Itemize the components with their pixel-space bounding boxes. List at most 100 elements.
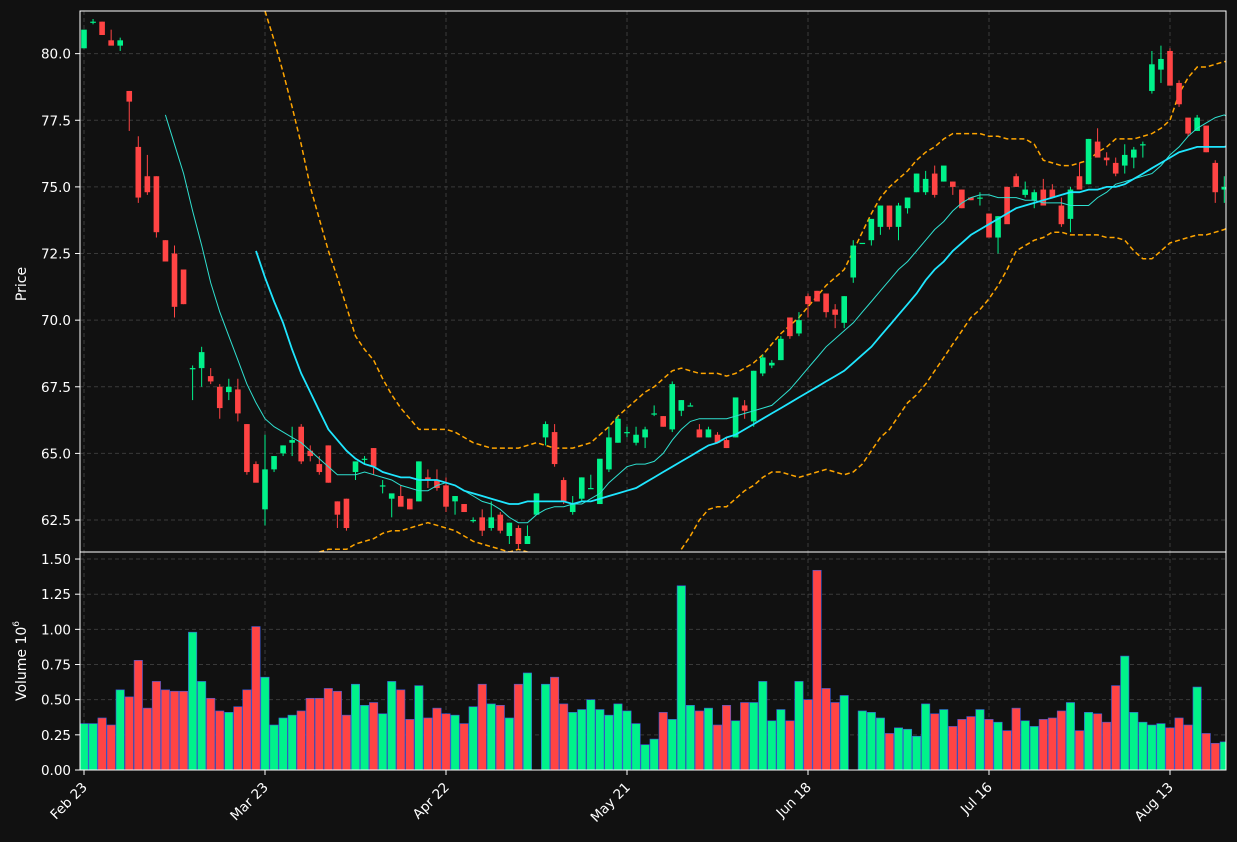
price-tick-label: 80.0 — [41, 47, 71, 63]
lower-band-line — [319, 521, 528, 552]
candle-body — [162, 240, 169, 262]
volume-bar — [993, 721, 1003, 770]
candle-body — [533, 493, 540, 515]
candle — [560, 477, 567, 505]
volume-bar — [486, 703, 496, 770]
candle — [1103, 152, 1110, 166]
candle-body — [153, 176, 160, 233]
volume-bar — [197, 681, 207, 770]
candle — [325, 445, 332, 483]
volume-bar — [658, 712, 668, 770]
candle-body — [750, 370, 757, 422]
candle-body — [488, 517, 495, 529]
candle — [759, 354, 766, 377]
candle-body — [1158, 58, 1164, 70]
candle — [1158, 45, 1164, 83]
candle-body — [1004, 186, 1010, 225]
volume-bar — [903, 728, 913, 770]
volume-bar — [341, 714, 351, 770]
volume-bar — [884, 733, 894, 770]
volume-tick-label: 1.50 — [41, 552, 71, 568]
candle-body — [769, 362, 775, 366]
price-tick-label: 75.0 — [41, 180, 71, 196]
volume-bar — [1183, 724, 1193, 770]
candle — [144, 154, 151, 195]
volume-bar — [758, 681, 768, 770]
volume-bar — [957, 719, 967, 770]
volume-bar — [839, 695, 849, 770]
volume-bar — [785, 720, 795, 770]
volume-bar — [1174, 717, 1184, 770]
candle — [940, 165, 947, 182]
candle-body — [868, 218, 875, 241]
candle — [588, 474, 594, 490]
volume-bar — [568, 712, 578, 770]
candle — [778, 336, 784, 361]
candle-body — [289, 440, 295, 443]
bollinger-bands — [264, 11, 1226, 552]
candle — [850, 240, 857, 283]
candle-body — [370, 448, 377, 467]
candle-body — [787, 317, 793, 337]
candle-body — [180, 269, 187, 305]
volume-bar — [459, 723, 469, 770]
volume-tick-label: 1.00 — [41, 622, 71, 638]
candle — [226, 378, 232, 401]
candle-body — [144, 176, 151, 193]
volume-bar — [360, 705, 370, 770]
volume-bar — [776, 709, 786, 770]
candle — [198, 346, 205, 387]
volume-bar — [1129, 712, 1139, 770]
volume-bar — [731, 720, 741, 770]
volume-bar — [142, 707, 152, 770]
volume-y-ticks: 0.00 0.25 0.50 0.75 1.00 1.25 1.50 — [41, 552, 80, 779]
candle — [1185, 117, 1191, 137]
volume-bar — [712, 724, 722, 770]
candle — [235, 378, 241, 422]
candle — [913, 173, 920, 193]
candle — [497, 512, 504, 534]
candle — [805, 293, 811, 318]
volume-bar — [640, 744, 650, 770]
candle-body — [226, 386, 232, 393]
volume-bar — [188, 631, 198, 770]
candle — [1004, 186, 1010, 225]
candle-body — [669, 384, 676, 430]
candle-body — [968, 197, 974, 201]
volume-bar — [160, 689, 170, 770]
candle — [868, 218, 875, 246]
candle — [1085, 138, 1092, 185]
volume-bar — [749, 702, 759, 770]
candle — [569, 496, 576, 515]
candle-body — [388, 493, 395, 499]
volume-bar — [215, 710, 225, 770]
volume-bar — [170, 690, 180, 770]
candle-body — [198, 352, 205, 369]
candle-body — [416, 461, 422, 502]
volume-axis-label-text: Volume — [14, 649, 30, 701]
candle — [361, 456, 368, 465]
price-grid — [80, 11, 1226, 552]
price-axis-label: Price — [14, 267, 30, 301]
candle — [298, 424, 304, 465]
candle — [388, 493, 395, 518]
volume-bar — [794, 681, 804, 770]
candle — [1094, 128, 1101, 158]
volume-bar — [703, 707, 713, 770]
candle — [769, 360, 775, 369]
volume-bar — [133, 659, 143, 770]
candle — [343, 498, 350, 531]
volume-tick-label: 0.00 — [41, 763, 71, 779]
volume-bar — [631, 723, 641, 770]
volume-bar — [649, 738, 659, 770]
candle-body — [1094, 141, 1101, 158]
candle — [841, 296, 847, 329]
candle — [379, 480, 386, 494]
candle — [1040, 178, 1047, 206]
volume-bar — [694, 710, 704, 770]
candle — [741, 400, 748, 419]
volume-bar — [468, 706, 478, 770]
candle-body — [280, 445, 286, 454]
candle — [397, 485, 404, 507]
candle — [135, 136, 142, 203]
